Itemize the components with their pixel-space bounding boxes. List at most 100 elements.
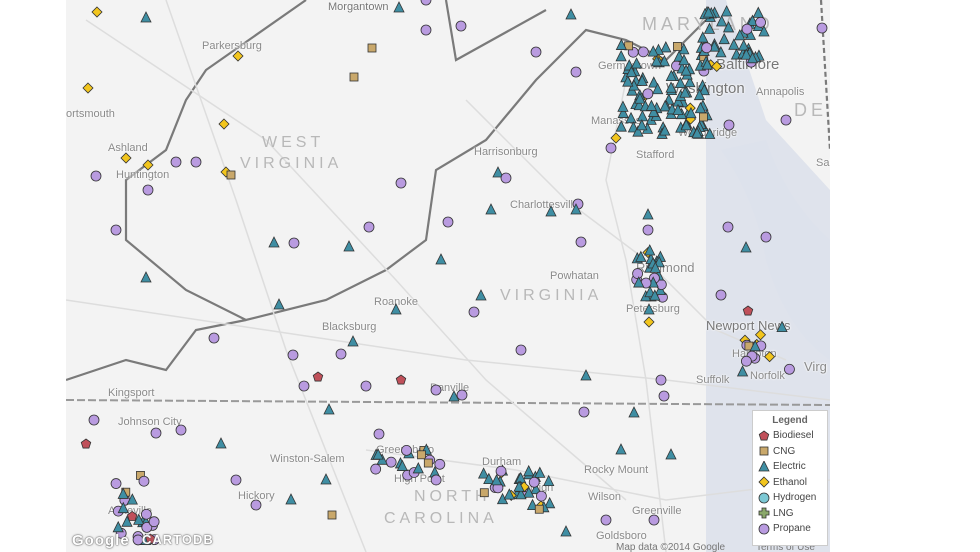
propane-station-marker[interactable] bbox=[784, 363, 795, 375]
electric-station-marker[interactable] bbox=[617, 100, 629, 112]
cng-station-marker[interactable] bbox=[423, 458, 433, 468]
electric-station-marker[interactable] bbox=[633, 276, 645, 288]
electric-station-marker[interactable] bbox=[485, 203, 497, 215]
electric-station-marker[interactable] bbox=[435, 253, 447, 265]
electric-station-marker[interactable] bbox=[650, 54, 663, 67]
cng-station-marker[interactable] bbox=[479, 488, 489, 498]
electric-station-marker[interactable] bbox=[121, 515, 133, 527]
propane-station-marker[interactable] bbox=[150, 427, 162, 439]
electric-station-marker[interactable] bbox=[615, 443, 627, 455]
electric-station-marker[interactable] bbox=[658, 54, 671, 67]
propane-station-marker[interactable] bbox=[701, 42, 713, 54]
propane-station-marker[interactable] bbox=[395, 177, 407, 189]
propane-station-marker[interactable] bbox=[230, 474, 242, 486]
electric-station-marker[interactable] bbox=[140, 271, 152, 283]
electric-station-marker[interactable] bbox=[647, 105, 660, 117]
electric-station-marker[interactable] bbox=[347, 335, 359, 347]
electric-station-marker[interactable] bbox=[746, 14, 759, 26]
propane-station-marker[interactable] bbox=[723, 119, 735, 131]
propane-station-marker[interactable] bbox=[288, 237, 300, 249]
propane-station-marker[interactable] bbox=[780, 114, 792, 126]
ethanol-station-marker[interactable] bbox=[232, 50, 244, 62]
propane-station-marker[interactable] bbox=[637, 46, 649, 58]
propane-station-marker[interactable] bbox=[468, 306, 480, 318]
electric-station-marker[interactable] bbox=[560, 525, 572, 537]
electric-station-marker[interactable] bbox=[734, 28, 746, 41]
electric-station-marker[interactable] bbox=[534, 466, 546, 478]
propane-station-marker[interactable] bbox=[535, 490, 547, 502]
propane-station-marker[interactable] bbox=[138, 475, 150, 487]
electric-station-marker[interactable] bbox=[490, 473, 503, 486]
cng-station-marker[interactable] bbox=[367, 43, 377, 53]
electric-station-marker[interactable] bbox=[544, 496, 556, 509]
electric-station-marker[interactable] bbox=[622, 75, 634, 87]
electric-station-marker[interactable] bbox=[758, 25, 770, 37]
electric-station-marker[interactable] bbox=[580, 369, 592, 381]
propane-station-marker[interactable] bbox=[370, 463, 382, 475]
ethanol-station-marker[interactable] bbox=[82, 82, 94, 94]
biodiesel-station-marker[interactable] bbox=[395, 374, 407, 385]
electric-station-marker[interactable] bbox=[660, 41, 672, 53]
propane-station-marker[interactable] bbox=[500, 172, 512, 184]
electric-station-marker[interactable] bbox=[615, 49, 627, 62]
electric-station-marker[interactable] bbox=[642, 208, 654, 220]
electric-station-marker[interactable] bbox=[665, 448, 677, 460]
propane-station-marker[interactable] bbox=[142, 184, 154, 196]
electric-station-marker[interactable] bbox=[615, 38, 628, 50]
propane-station-marker[interactable] bbox=[816, 22, 828, 34]
electric-station-marker[interactable] bbox=[715, 45, 727, 58]
propane-station-marker[interactable] bbox=[335, 348, 347, 360]
electric-station-marker[interactable] bbox=[647, 45, 659, 57]
propane-station-marker[interactable] bbox=[190, 156, 202, 168]
electric-station-marker[interactable] bbox=[634, 92, 646, 104]
electric-station-marker[interactable] bbox=[680, 118, 692, 131]
propane-station-marker[interactable] bbox=[528, 476, 540, 488]
electric-station-marker[interactable] bbox=[543, 474, 555, 487]
propane-station-marker[interactable] bbox=[456, 389, 468, 401]
electric-station-marker[interactable] bbox=[672, 103, 684, 116]
electric-station-marker[interactable] bbox=[644, 244, 656, 256]
propane-station-marker[interactable] bbox=[442, 216, 454, 228]
electric-station-marker[interactable] bbox=[412, 462, 424, 474]
electric-station-marker[interactable] bbox=[649, 289, 661, 301]
propane-station-marker[interactable] bbox=[605, 142, 617, 154]
electric-station-marker[interactable] bbox=[721, 5, 733, 17]
propane-station-marker[interactable] bbox=[575, 236, 587, 248]
electric-station-marker[interactable] bbox=[648, 76, 660, 88]
propane-station-marker[interactable] bbox=[495, 465, 507, 477]
electric-station-marker[interactable] bbox=[701, 58, 713, 70]
ethanol-station-marker[interactable] bbox=[764, 351, 776, 363]
propane-station-marker[interactable] bbox=[148, 516, 160, 528]
biodiesel-station-marker[interactable] bbox=[312, 371, 324, 382]
propane-station-marker[interactable] bbox=[655, 374, 667, 386]
ethanol-station-marker[interactable] bbox=[142, 159, 154, 171]
propane-station-marker[interactable] bbox=[434, 458, 446, 470]
electric-station-marker[interactable] bbox=[273, 298, 285, 310]
propane-station-marker[interactable] bbox=[175, 424, 187, 436]
electric-station-marker[interactable] bbox=[645, 99, 658, 111]
electric-station-marker[interactable] bbox=[722, 21, 735, 33]
biodiesel-station-marker[interactable] bbox=[126, 510, 138, 521]
electric-station-marker[interactable] bbox=[684, 75, 696, 88]
electric-station-marker[interactable] bbox=[117, 487, 129, 499]
propane-station-marker[interactable] bbox=[741, 355, 752, 367]
propane-station-marker[interactable] bbox=[715, 289, 727, 301]
propane-station-marker[interactable] bbox=[455, 20, 467, 32]
electric-station-marker[interactable] bbox=[636, 109, 649, 122]
electric-station-marker[interactable] bbox=[752, 6, 764, 18]
electric-station-marker[interactable] bbox=[503, 488, 515, 500]
electric-station-marker[interactable] bbox=[680, 64, 692, 76]
propane-station-marker[interactable] bbox=[530, 46, 542, 58]
electric-station-marker[interactable] bbox=[643, 303, 655, 315]
electric-station-marker[interactable] bbox=[323, 403, 335, 415]
propane-station-marker[interactable] bbox=[298, 380, 310, 392]
propane-station-marker[interactable] bbox=[140, 508, 152, 520]
ethanol-station-marker[interactable] bbox=[610, 132, 622, 144]
electric-station-marker[interactable] bbox=[697, 31, 709, 43]
electric-station-marker[interactable] bbox=[126, 493, 138, 505]
cng-station-marker[interactable] bbox=[699, 112, 708, 122]
electric-station-marker[interactable] bbox=[718, 32, 730, 45]
electric-station-marker[interactable] bbox=[133, 513, 145, 525]
propane-station-marker[interactable] bbox=[385, 456, 397, 468]
electric-station-marker[interactable] bbox=[117, 501, 129, 514]
